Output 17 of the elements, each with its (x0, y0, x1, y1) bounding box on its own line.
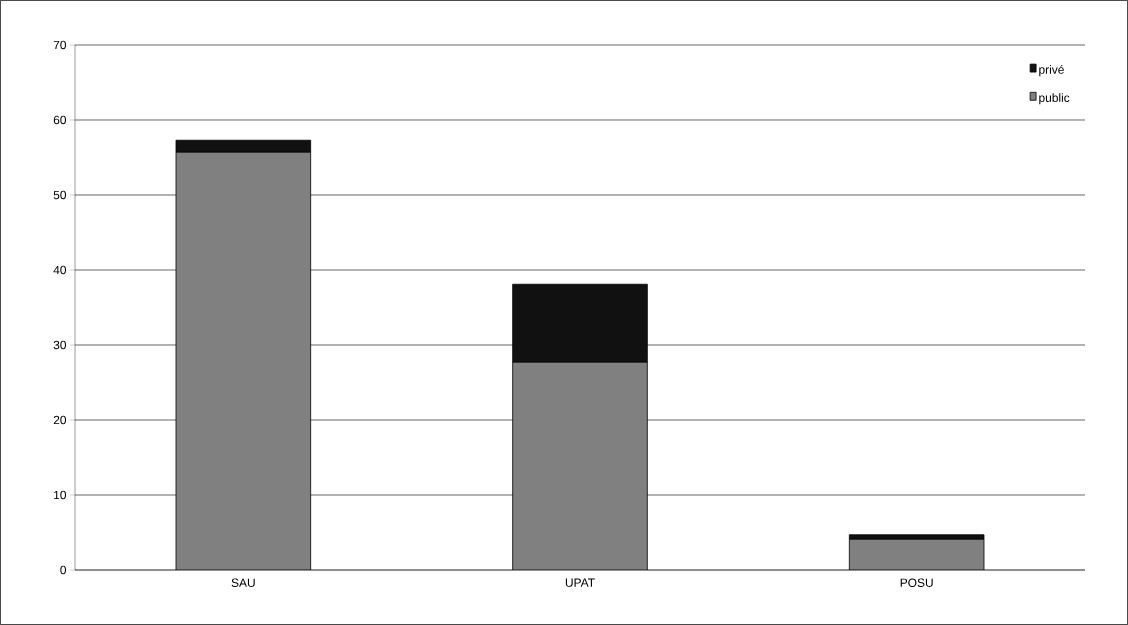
bar (512, 361, 648, 570)
y-tick-label: 30 (53, 340, 67, 350)
bar (848, 538, 985, 570)
bar (175, 151, 312, 570)
x-tick-label: UPAT (565, 578, 595, 587)
legend-label: privé (1039, 64, 1064, 77)
x-tick-label: SAU (231, 578, 255, 587)
x-tick-label: POSU (900, 578, 933, 587)
y-tick-label: 0 (60, 565, 67, 575)
legend-label: public (1039, 93, 1070, 105)
bar (512, 283, 648, 363)
y-tick-label: 60 (53, 115, 67, 125)
y-tick-label: 40 (53, 265, 67, 275)
y-tick-label: 50 (53, 190, 67, 200)
y-tick-label: 10 (54, 490, 67, 500)
y-tick-label: 20 (53, 415, 67, 425)
y-tick-label: 70 (53, 40, 67, 50)
